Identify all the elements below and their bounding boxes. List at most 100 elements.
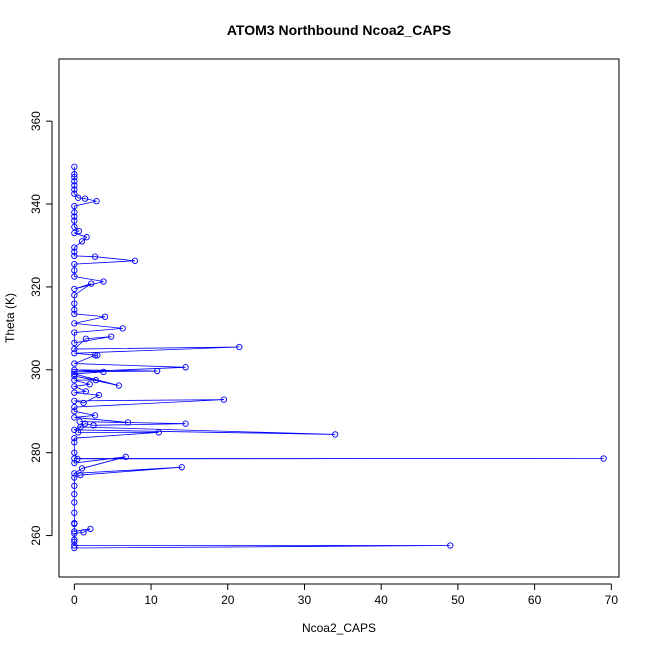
data-point bbox=[124, 419, 132, 426]
data-point bbox=[80, 399, 87, 407]
data-point bbox=[71, 397, 78, 405]
x-tick-label: 70 bbox=[605, 593, 619, 607]
x-tick-label: 50 bbox=[451, 593, 465, 607]
data-point bbox=[71, 372, 78, 380]
data-point bbox=[71, 459, 78, 467]
data-point bbox=[82, 335, 90, 342]
y-axis-label: Theta (K) bbox=[3, 293, 17, 343]
data-point bbox=[154, 367, 161, 375]
series-group bbox=[71, 163, 607, 552]
data-point bbox=[71, 163, 78, 170]
data-point bbox=[71, 509, 78, 516]
data-point bbox=[71, 252, 78, 259]
data-point bbox=[81, 420, 89, 427]
data-point bbox=[71, 530, 78, 537]
data-point bbox=[71, 223, 78, 230]
data-point bbox=[182, 364, 189, 371]
data-point bbox=[95, 391, 103, 399]
data-point bbox=[78, 465, 86, 472]
data-point bbox=[77, 471, 84, 479]
x-axis: 0 10 20 30 40 50 60 70 bbox=[71, 583, 619, 607]
data-point bbox=[122, 453, 129, 460]
data-point bbox=[71, 292, 78, 299]
data-point bbox=[182, 420, 189, 427]
data-point bbox=[88, 280, 95, 287]
data-point bbox=[71, 482, 78, 489]
y-tick-label: 340 bbox=[29, 194, 43, 214]
data-point bbox=[71, 285, 78, 293]
data-point bbox=[71, 377, 78, 384]
data-point bbox=[178, 464, 185, 471]
data-point bbox=[71, 244, 78, 251]
data-point bbox=[108, 333, 115, 340]
data-point bbox=[71, 370, 78, 378]
data-point bbox=[332, 431, 339, 438]
y-tick-label: 320 bbox=[29, 277, 43, 297]
x-tick-label: 10 bbox=[144, 593, 158, 607]
data-point bbox=[71, 260, 78, 268]
data-point bbox=[220, 396, 228, 403]
data-point bbox=[75, 194, 82, 201]
data-point bbox=[71, 306, 78, 313]
data-point bbox=[71, 389, 78, 396]
data-point bbox=[100, 368, 107, 376]
data-point bbox=[86, 381, 93, 388]
data-point bbox=[155, 429, 162, 436]
series-line bbox=[72, 166, 604, 549]
data-point bbox=[91, 352, 99, 359]
data-point bbox=[76, 418, 83, 425]
data-point bbox=[80, 529, 87, 536]
data-point bbox=[71, 273, 78, 280]
data-point bbox=[71, 190, 78, 197]
data-point bbox=[71, 439, 78, 446]
data-point bbox=[83, 234, 90, 241]
data-point bbox=[71, 310, 78, 318]
data-point bbox=[71, 339, 78, 347]
data-point bbox=[71, 449, 78, 456]
data-point bbox=[71, 217, 78, 224]
y-tick-label: 360 bbox=[29, 111, 43, 131]
data-point bbox=[71, 171, 78, 178]
x-axis-label: Ncoa2_CAPS bbox=[302, 621, 376, 635]
data-point bbox=[71, 360, 78, 367]
data-point bbox=[91, 253, 99, 260]
data-point bbox=[71, 267, 78, 274]
data-point bbox=[78, 238, 86, 245]
data-point bbox=[71, 470, 78, 477]
data-point bbox=[71, 186, 78, 193]
x-tick-label: 20 bbox=[221, 593, 235, 607]
data-point bbox=[71, 182, 78, 189]
data-point bbox=[71, 300, 78, 307]
x-tick-label: 0 bbox=[71, 593, 78, 607]
data-point bbox=[90, 422, 97, 429]
data-point bbox=[92, 377, 99, 384]
data-point bbox=[71, 528, 78, 535]
data-point bbox=[71, 368, 78, 376]
y-tick-label: 300 bbox=[29, 359, 43, 379]
data-point bbox=[71, 414, 78, 421]
data-point bbox=[101, 313, 109, 320]
x-tick-label: 60 bbox=[528, 593, 542, 607]
data-point bbox=[100, 278, 107, 285]
data-point bbox=[71, 173, 78, 181]
data-point bbox=[71, 474, 78, 481]
data-point bbox=[93, 197, 100, 205]
data-point bbox=[71, 178, 78, 185]
y-tick-label: 260 bbox=[29, 525, 43, 545]
chart-title: ATOM3 Northbound Ncoa2_CAPS bbox=[227, 22, 451, 38]
data-point bbox=[71, 435, 78, 442]
data-point bbox=[71, 538, 78, 545]
data-point bbox=[71, 499, 78, 506]
data-point bbox=[75, 227, 83, 235]
data-point bbox=[71, 345, 78, 353]
data-point bbox=[119, 325, 126, 332]
data-point bbox=[71, 366, 78, 373]
y-tick-label: 280 bbox=[29, 442, 43, 462]
data-point bbox=[71, 320, 78, 327]
data-point bbox=[82, 388, 90, 395]
x-tick-label: 30 bbox=[298, 593, 312, 607]
x-tick-label: 40 bbox=[375, 593, 389, 607]
data-point bbox=[74, 455, 81, 463]
data-point bbox=[71, 490, 78, 498]
